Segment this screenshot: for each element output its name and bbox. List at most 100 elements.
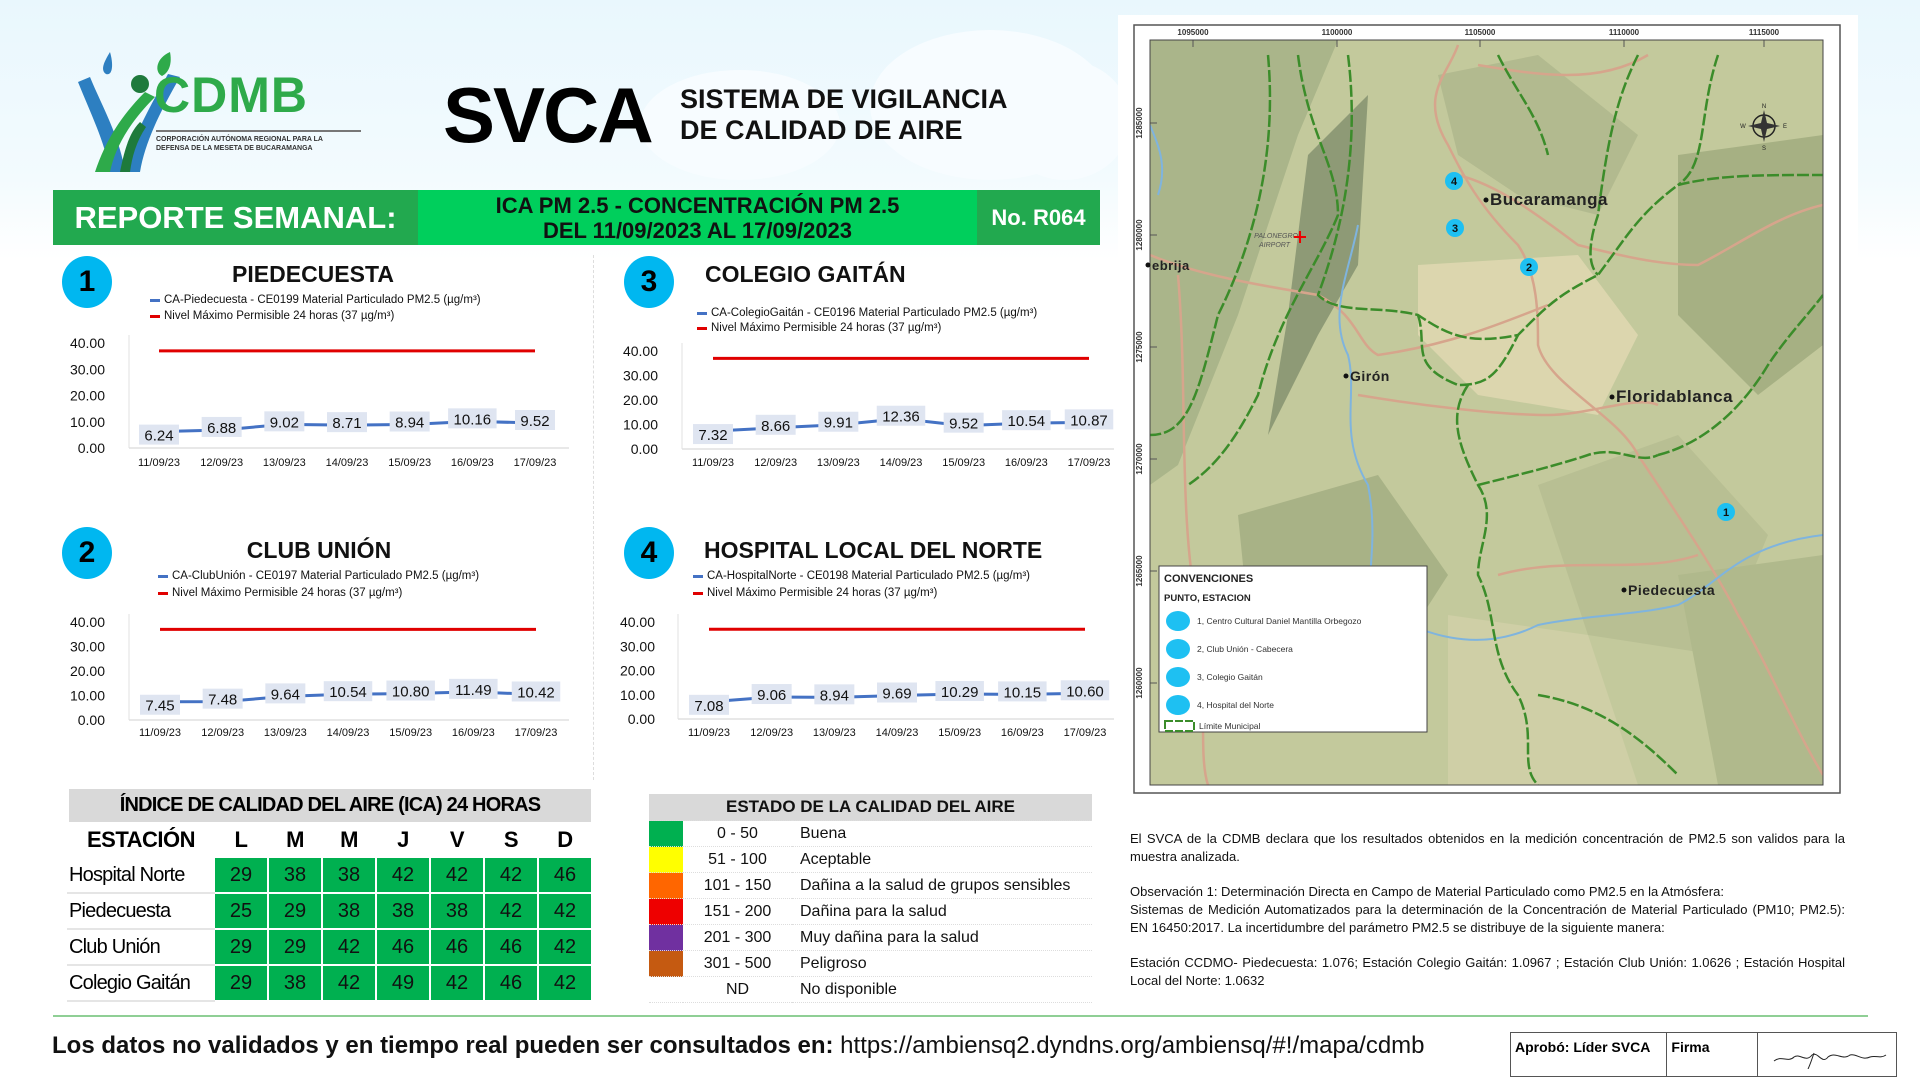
data-label: 10.80 xyxy=(392,684,430,701)
ica-value: 29 xyxy=(267,928,323,966)
line-chart: 0.00 10.00 20.00 30.00 40.00 11/09/23 12/09/23… xyxy=(70,335,569,469)
station-marker-label: 1 xyxy=(1723,507,1729,519)
ica-range: 51 - 100 xyxy=(683,846,792,873)
station-marker xyxy=(1446,219,1464,237)
table-row: Colegio Gaitán 29 38 42 49 42 46 42 xyxy=(67,964,593,1002)
x-tick-label: 12/09/23 xyxy=(200,457,243,469)
data-label-box xyxy=(264,411,305,432)
data-label-box xyxy=(515,410,555,431)
ica-value: 46 xyxy=(537,856,593,894)
station-name: Club Unión xyxy=(67,928,215,966)
compass-icon: N S E W xyxy=(1740,104,1787,152)
ica-value: 42 xyxy=(537,964,593,1002)
legend-label: CA-HospitalNorte - CE0198 Material Parti… xyxy=(707,570,1030,582)
legend-station-label: 4, Hospital del Norte xyxy=(1197,700,1274,710)
ica-value: 42 xyxy=(537,892,593,930)
map-y-coordinate: 1265000 xyxy=(1135,555,1144,587)
data-label: 9.02 xyxy=(270,414,299,431)
x-tick-label: 11/09/23 xyxy=(692,457,734,469)
station-marker-label: 4 xyxy=(1451,176,1458,188)
y-tick-label: 20.00 xyxy=(620,663,655,679)
y-tick-label: 10.00 xyxy=(70,688,105,704)
data-label-box xyxy=(876,405,926,426)
table-row: 0 - 50 Buena xyxy=(649,820,1092,847)
data-label: 6.24 xyxy=(144,428,173,445)
logo-text: CDMB xyxy=(154,67,308,123)
ica-range: 0 - 50 xyxy=(683,820,792,847)
ica-value: 42 xyxy=(321,928,377,966)
svca-subtitle-line: SISTEMA DE VIGILANCIA xyxy=(680,84,1008,114)
station-badge: 4 xyxy=(624,527,674,579)
map-y-coordinate: 1275000 xyxy=(1135,331,1144,363)
ica-value: 42 xyxy=(537,928,593,966)
column-header: V xyxy=(429,822,485,858)
place-label: ebrija xyxy=(1152,258,1190,273)
data-label: 9.52 xyxy=(949,416,978,433)
table-row: Piedecuesta 25 29 38 38 38 42 42 xyxy=(67,892,593,930)
x-tick-label: 17/09/23 xyxy=(1064,727,1107,739)
data-label-box xyxy=(265,683,306,704)
y-tick-label: 20.00 xyxy=(623,392,658,408)
legend-station-label: 2, Club Unión - Cabecera xyxy=(1197,644,1293,654)
x-tick-label: 17/09/23 xyxy=(515,727,558,739)
svca-title: SVCA xyxy=(443,71,654,159)
data-label-box xyxy=(201,416,242,437)
y-tick-label: 30.00 xyxy=(620,638,655,654)
logo-subtitle: DEFENSA DE LA MESETA DE BUCARAMANGA xyxy=(156,145,313,152)
data-label-box xyxy=(935,681,984,702)
data-label: 10.42 xyxy=(517,684,555,701)
legend-label: Nivel Máximo Permisible 24 horas (37 µg/… xyxy=(172,587,403,599)
data-label-box xyxy=(1064,409,1114,430)
legend-swatch xyxy=(158,591,168,595)
map-x-coordinate: 1105000 xyxy=(1465,28,1496,37)
quality-label: Dañina a la salud de grupos sensibles xyxy=(792,872,1092,899)
ica-table-title: ÍNDICE DE CALIDAD DEL AIRE (ICA) 24 HORA… xyxy=(67,787,593,824)
color-swatch xyxy=(649,950,683,977)
logo-rule xyxy=(156,130,361,132)
ica-value: 46 xyxy=(483,928,539,966)
x-tick-label: 15/09/23 xyxy=(388,457,431,469)
legend-station-dot xyxy=(1166,611,1190,631)
ica-value: 29 xyxy=(267,892,323,930)
ica-range: 101 - 150 xyxy=(683,872,792,899)
data-label-box xyxy=(139,424,179,445)
legend-swatch xyxy=(150,298,160,302)
place-label: Piedecuesta xyxy=(1628,582,1715,598)
place-dot xyxy=(1343,373,1349,379)
column-header: ESTACIÓN xyxy=(67,822,215,858)
chart-legend-limit: Nivel Máximo Permisible 24 horas (37 µg/… xyxy=(150,310,394,322)
compass-letter: N xyxy=(1762,104,1766,110)
legend-swatch xyxy=(158,574,168,578)
data-label-box xyxy=(389,411,430,432)
map-legend-box xyxy=(1158,565,1428,733)
column-header: D xyxy=(537,822,593,858)
y-tick-label: 30.00 xyxy=(70,361,105,377)
map-x-coordinate: 1100000 xyxy=(1322,28,1353,37)
legend-swatch xyxy=(150,314,160,318)
ica-value: 38 xyxy=(321,856,377,894)
cloud-decoration xyxy=(640,70,840,180)
data-label: 10.16 xyxy=(454,411,492,428)
approved-by: Aprobó: Líder SVCA xyxy=(1511,1033,1668,1076)
color-swatch xyxy=(649,924,683,951)
footer-url-link[interactable]: https://ambiensq2.dyndns.org/ambiensq/#!… xyxy=(840,1032,1425,1059)
ica-value: 29 xyxy=(213,964,269,1002)
chart-legend-limit: Nivel Máximo Permisible 24 horas (37 µg/… xyxy=(697,322,941,334)
x-tick-label: 13/09/23 xyxy=(817,457,860,469)
table-row: 101 - 150 Dañina a la salud de grupos sen… xyxy=(649,872,1092,899)
data-label: 9.06 xyxy=(757,687,786,704)
svca-subtitle: SISTEMA DE VIGILANCIA DE CALIDAD DE AIRE xyxy=(680,84,1008,146)
legend-station-dot xyxy=(1166,695,1190,715)
station-marker xyxy=(1445,172,1463,190)
ica-value: 29 xyxy=(213,856,269,894)
x-tick-label: 14/09/23 xyxy=(327,727,370,739)
data-label-box xyxy=(818,411,859,432)
place-dot xyxy=(1609,394,1615,400)
place-dot xyxy=(1621,587,1627,593)
chart-legend-series: CA-ColegioGaitán - CE0196 Material Parti… xyxy=(697,307,1037,319)
cdmb-logo: CDMB CORPORACIÓN AUTÓNOMA REGIONAL PARA … xyxy=(70,52,370,177)
y-tick-label: 40.00 xyxy=(623,343,658,359)
x-tick-label: 17/09/23 xyxy=(1068,457,1111,469)
legend-label: CA-ClubUnión - CE0197 Material Particula… xyxy=(172,570,480,582)
